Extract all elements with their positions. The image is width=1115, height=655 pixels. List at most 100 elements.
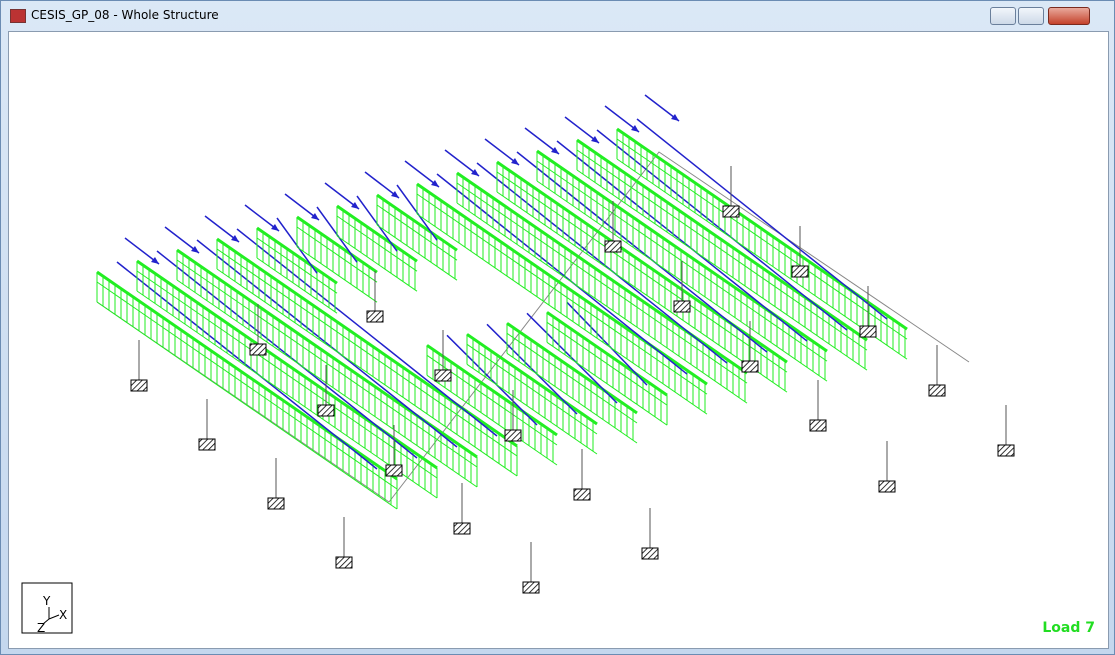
support: [641, 547, 659, 560]
member-load: [116, 261, 378, 470]
member-load: [486, 323, 578, 415]
frame-line: [96, 151, 970, 503]
member-load: [526, 312, 618, 404]
member-load: [516, 151, 768, 353]
load-edge: [616, 158, 908, 360]
member-load: [156, 250, 418, 459]
minimize-button[interactable]: [990, 7, 1016, 25]
load-edge: [616, 138, 908, 340]
load-edge: [176, 259, 478, 468]
load-edge: [466, 333, 598, 426]
arrow-head: [551, 147, 559, 154]
load-edge: [96, 301, 398, 510]
load-edge: [546, 341, 668, 426]
member-load: [556, 140, 808, 342]
member-load: [436, 173, 688, 375]
arrow-head: [631, 125, 639, 132]
support: [604, 240, 622, 253]
support: [928, 384, 946, 397]
load-edge: [376, 204, 458, 261]
app-icon: [10, 9, 26, 23]
load-edge: [426, 344, 558, 437]
member-load: [236, 228, 498, 437]
load-edge: [296, 226, 378, 283]
load-edge: [456, 182, 748, 384]
load-edge: [456, 202, 748, 404]
arrow-head: [191, 246, 199, 253]
load-edge: [576, 169, 868, 371]
support: [453, 522, 471, 535]
structure-view: Y X Z Load 7: [21, 94, 1095, 636]
support: [809, 419, 827, 432]
support: [673, 300, 691, 313]
support: [522, 581, 540, 594]
load-edge: [536, 149, 828, 353]
load-edge: [256, 237, 338, 294]
support: [434, 369, 452, 382]
load-edge: [216, 268, 518, 477]
load-edge: [136, 270, 438, 479]
load-edge: [506, 332, 638, 424]
support: [741, 360, 759, 373]
load-edge: [336, 204, 418, 263]
member-load: [566, 301, 648, 386]
load-edge: [136, 290, 438, 499]
load-edge: [256, 257, 338, 314]
load-edge: [416, 182, 708, 386]
load-edge: [616, 127, 908, 331]
arrow-head: [591, 136, 599, 143]
support: [130, 379, 148, 392]
arrow-head: [511, 158, 519, 165]
maximize-button[interactable]: [1018, 7, 1044, 25]
load-edge: [256, 226, 338, 285]
load-edge: [496, 171, 788, 373]
support: [878, 480, 896, 493]
load-edge: [576, 149, 868, 351]
load-edge: [296, 246, 378, 303]
arrow-head: [671, 114, 679, 121]
arrow-head: [391, 191, 399, 198]
member-load: [596, 129, 848, 331]
load-edge: [416, 213, 708, 415]
load-edge: [576, 138, 868, 342]
arrow-head: [311, 213, 319, 220]
member-load: [446, 334, 538, 426]
support: [722, 205, 740, 218]
load-edge: [496, 160, 788, 364]
load-edge: [496, 191, 788, 393]
axis-z-label: Z: [37, 621, 45, 635]
arrow-head: [151, 257, 159, 264]
load-edge: [176, 279, 478, 488]
load-edge: [336, 215, 418, 272]
support: [335, 556, 353, 569]
support: [859, 325, 877, 338]
arrow-head: [231, 235, 239, 242]
support: [997, 444, 1015, 457]
load-edge: [456, 171, 748, 375]
load-edge: [546, 311, 668, 397]
load-edge: [466, 363, 598, 455]
arrow-head: [351, 202, 359, 209]
load-edge: [546, 321, 668, 406]
arrow-head: [471, 169, 479, 176]
support: [249, 343, 267, 356]
load-edge: [96, 281, 398, 490]
axis-icon-box: [21, 582, 73, 634]
axis-x: [48, 614, 60, 620]
load-edge: [216, 248, 518, 457]
member-load: [196, 239, 458, 448]
support: [504, 429, 522, 442]
member-load: [636, 118, 888, 320]
load-edge: [136, 259, 438, 470]
load-edge: [336, 235, 418, 292]
support: [573, 488, 591, 501]
support: [385, 464, 403, 477]
load-edge: [416, 193, 708, 395]
load-edge: [506, 352, 638, 444]
support: [791, 265, 809, 278]
load-edge: [96, 270, 398, 481]
load-edge: [376, 193, 458, 252]
support: [366, 310, 384, 323]
close-button[interactable]: [1048, 7, 1090, 25]
